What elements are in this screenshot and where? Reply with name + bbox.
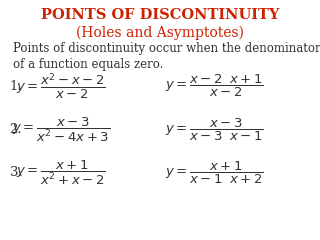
Text: $y = \dfrac{x - 2 \;\; x + 1}{x - 2}$: $y = \dfrac{x - 2 \;\; x + 1}{x - 2}$ [165,73,264,99]
Text: $y = \dfrac{x + 1}{x - 1 \;\; x + 2}$: $y = \dfrac{x + 1}{x - 1 \;\; x + 2}$ [165,160,264,186]
Text: (Holes and Asymptotes): (Holes and Asymptotes) [76,25,244,40]
Text: 3.: 3. [10,166,22,179]
Text: of a function equals zero.: of a function equals zero. [13,58,163,71]
Text: Points of discontinuity occur when the denominator: Points of discontinuity occur when the d… [13,42,320,55]
Text: $y = \dfrac{x + 1}{x^2 + x - 2}$: $y = \dfrac{x + 1}{x^2 + x - 2}$ [16,159,106,187]
Text: POINTS OF DISCONTINUITY: POINTS OF DISCONTINUITY [41,8,279,22]
Text: $y = \dfrac{x^2 - x - 2}{x - 2}$: $y = \dfrac{x^2 - x - 2}{x - 2}$ [16,72,106,101]
Text: 2.: 2. [10,123,22,136]
Text: $y = \dfrac{x - 3}{x - 3 \;\; x - 1}$: $y = \dfrac{x - 3}{x - 3 \;\; x - 1}$ [165,117,264,143]
Text: $y = \dfrac{x - 3}{x^2 - 4x + 3}$: $y = \dfrac{x - 3}{x^2 - 4x + 3}$ [12,115,110,144]
Text: 1.: 1. [10,80,22,93]
